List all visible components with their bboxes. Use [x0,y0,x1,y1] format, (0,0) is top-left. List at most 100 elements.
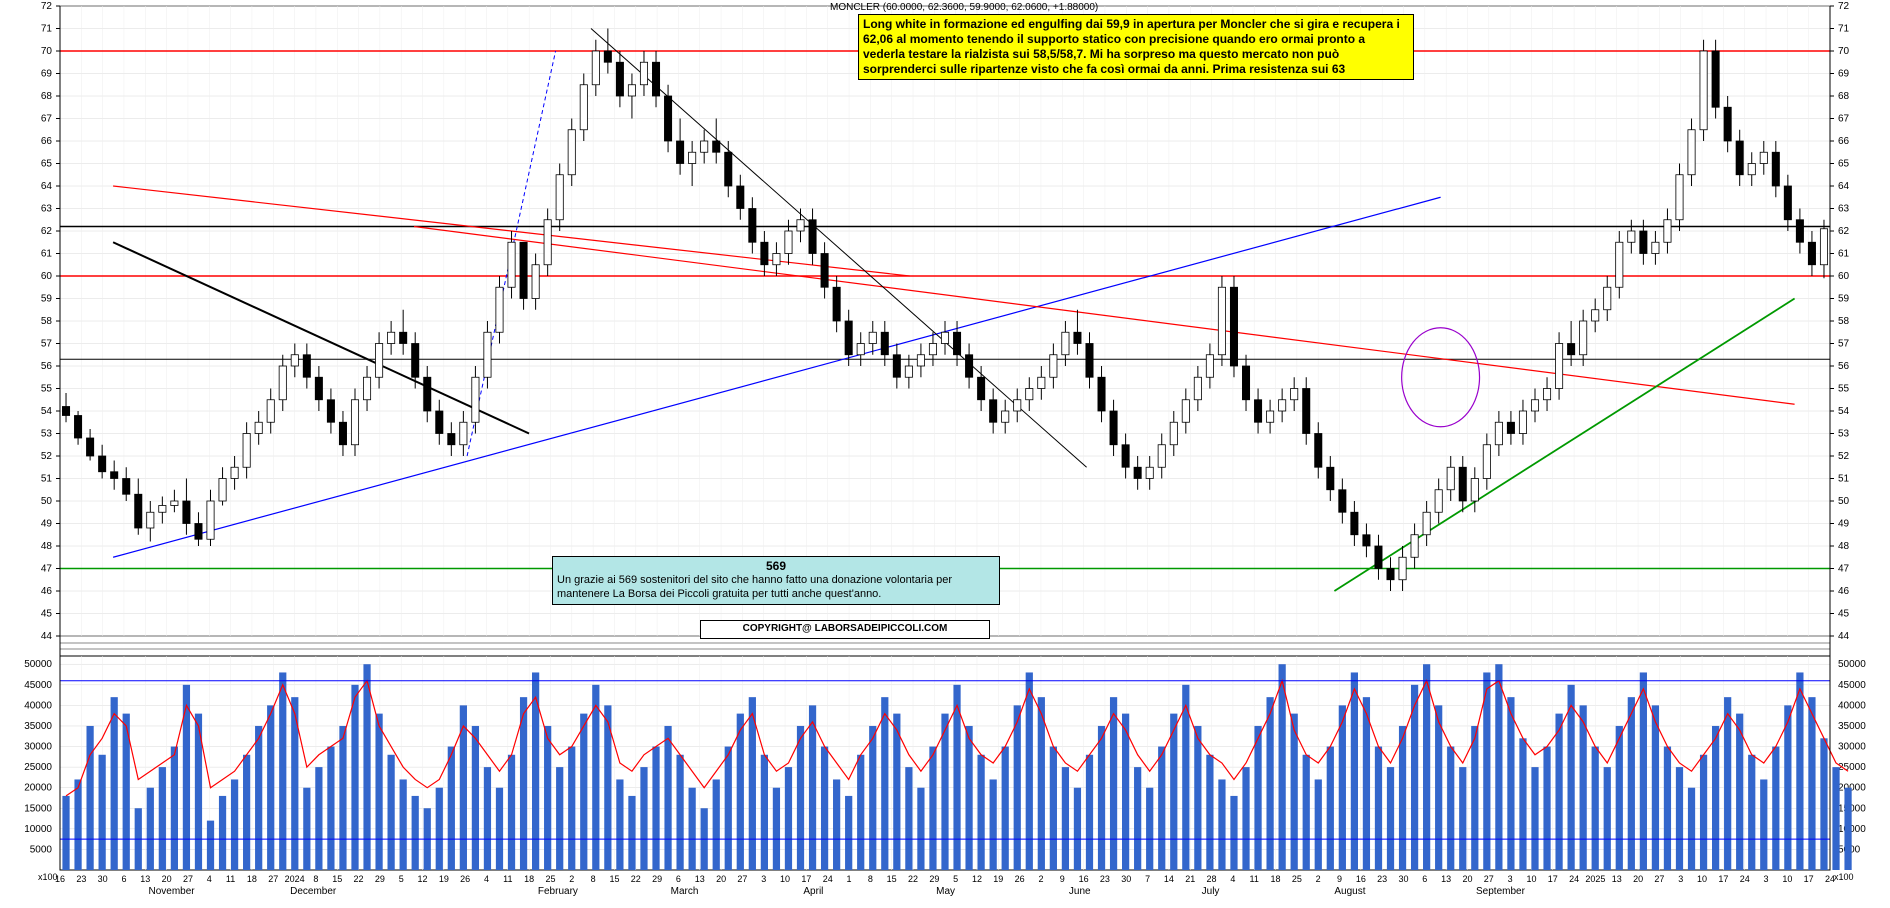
svg-text:70: 70 [41,46,53,57]
svg-text:18: 18 [247,874,257,884]
chart-title: MONCLER (60.0000, 62.3600, 59.9000, 62.0… [830,2,1098,13]
svg-text:15: 15 [609,874,619,884]
svg-text:10000: 10000 [1838,824,1866,835]
svg-text:70: 70 [1838,46,1850,57]
svg-text:15: 15 [887,874,897,884]
svg-text:May: May [936,886,955,897]
svg-text:35000: 35000 [24,721,52,732]
svg-text:58: 58 [1838,316,1850,327]
svg-text:55: 55 [1838,384,1850,395]
svg-text:1: 1 [847,874,852,884]
svg-text:46: 46 [41,586,53,597]
svg-text:24: 24 [1740,874,1750,884]
svg-text:18: 18 [524,874,534,884]
annotation-blue-text: Un grazie ai 569 sostenitori del sito ch… [557,574,995,602]
svg-text:20000: 20000 [24,783,52,794]
annotation-blue: 569 Un grazie ai 569 sostenitori del sit… [552,556,1000,605]
svg-text:21: 21 [1185,874,1195,884]
svg-text:10: 10 [1782,874,1792,884]
svg-text:10: 10 [1526,874,1536,884]
svg-text:27: 27 [737,874,747,884]
svg-text:60: 60 [1838,271,1850,282]
svg-text:16: 16 [1079,874,1089,884]
svg-text:June: June [1069,886,1091,897]
svg-text:20: 20 [162,874,172,884]
svg-text:30: 30 [1121,874,1131,884]
svg-text:15000: 15000 [24,803,52,814]
svg-text:47: 47 [41,564,53,575]
svg-text:3: 3 [1764,874,1769,884]
svg-text:24: 24 [1569,874,1579,884]
svg-text:72: 72 [41,1,53,12]
svg-text:November: November [149,886,196,897]
svg-text:27: 27 [1654,874,1664,884]
svg-text:15: 15 [332,874,342,884]
svg-text:August: August [1334,886,1365,897]
svg-text:66: 66 [41,136,53,147]
svg-text:60: 60 [41,271,53,282]
svg-text:2: 2 [1038,874,1043,884]
svg-text:68: 68 [1838,91,1850,102]
svg-text:10: 10 [780,874,790,884]
svg-text:56: 56 [41,361,53,372]
svg-text:February: February [538,886,578,897]
svg-text:17: 17 [801,874,811,884]
svg-text:2025: 2025 [1585,874,1605,884]
svg-text:40000: 40000 [24,700,52,711]
svg-text:48: 48 [1838,541,1850,552]
svg-text:2024: 2024 [285,874,305,884]
svg-text:23: 23 [1100,874,1110,884]
svg-text:29: 29 [652,874,662,884]
svg-text:35000: 35000 [1838,721,1866,732]
copyright-label: COPYRIGHT@ LABORSADEIPICCOLI.COM [700,620,990,639]
svg-text:22: 22 [354,874,364,884]
svg-text:23: 23 [1377,874,1387,884]
svg-text:50: 50 [1838,496,1850,507]
svg-text:63: 63 [1838,204,1850,215]
svg-text:56: 56 [1838,361,1850,372]
svg-text:71: 71 [41,24,53,35]
svg-text:4: 4 [1230,874,1235,884]
svg-text:66: 66 [1838,136,1850,147]
svg-text:22: 22 [631,874,641,884]
svg-text:30000: 30000 [24,742,52,753]
svg-text:61: 61 [41,249,53,260]
svg-text:44: 44 [1838,631,1850,642]
svg-text:17: 17 [1718,874,1728,884]
svg-text:7: 7 [1145,874,1150,884]
x100-label-right: x100 [1834,872,1854,882]
svg-text:69: 69 [1838,69,1850,80]
svg-text:58: 58 [41,316,53,327]
stock-chart: 4444454546464747484849495050515152525353… [0,0,1890,903]
svg-text:45: 45 [1838,609,1850,620]
svg-text:2: 2 [569,874,574,884]
svg-text:8: 8 [591,874,596,884]
svg-text:62: 62 [1838,226,1850,237]
svg-text:57: 57 [1838,339,1850,350]
svg-text:53: 53 [41,429,53,440]
svg-text:59: 59 [1838,294,1850,305]
svg-text:52: 52 [41,451,53,462]
svg-text:4: 4 [207,874,212,884]
svg-text:4: 4 [484,874,489,884]
svg-text:29: 29 [929,874,939,884]
x100-label-left: x100 [38,872,58,882]
svg-text:28: 28 [1207,874,1217,884]
svg-text:61: 61 [1838,249,1850,260]
svg-text:10000: 10000 [24,824,52,835]
svg-text:30: 30 [98,874,108,884]
svg-text:46: 46 [1838,586,1850,597]
svg-text:44: 44 [41,631,53,642]
svg-text:19: 19 [993,874,1003,884]
svg-text:19: 19 [439,874,449,884]
svg-text:65: 65 [1838,159,1850,170]
svg-text:63: 63 [41,204,53,215]
svg-text:67: 67 [41,114,53,125]
svg-text:54: 54 [41,406,53,417]
svg-text:29: 29 [375,874,385,884]
svg-text:26: 26 [460,874,470,884]
svg-text:72: 72 [1838,1,1850,12]
svg-text:11: 11 [226,874,235,884]
svg-text:March: March [671,886,699,897]
svg-text:September: September [1476,886,1526,897]
